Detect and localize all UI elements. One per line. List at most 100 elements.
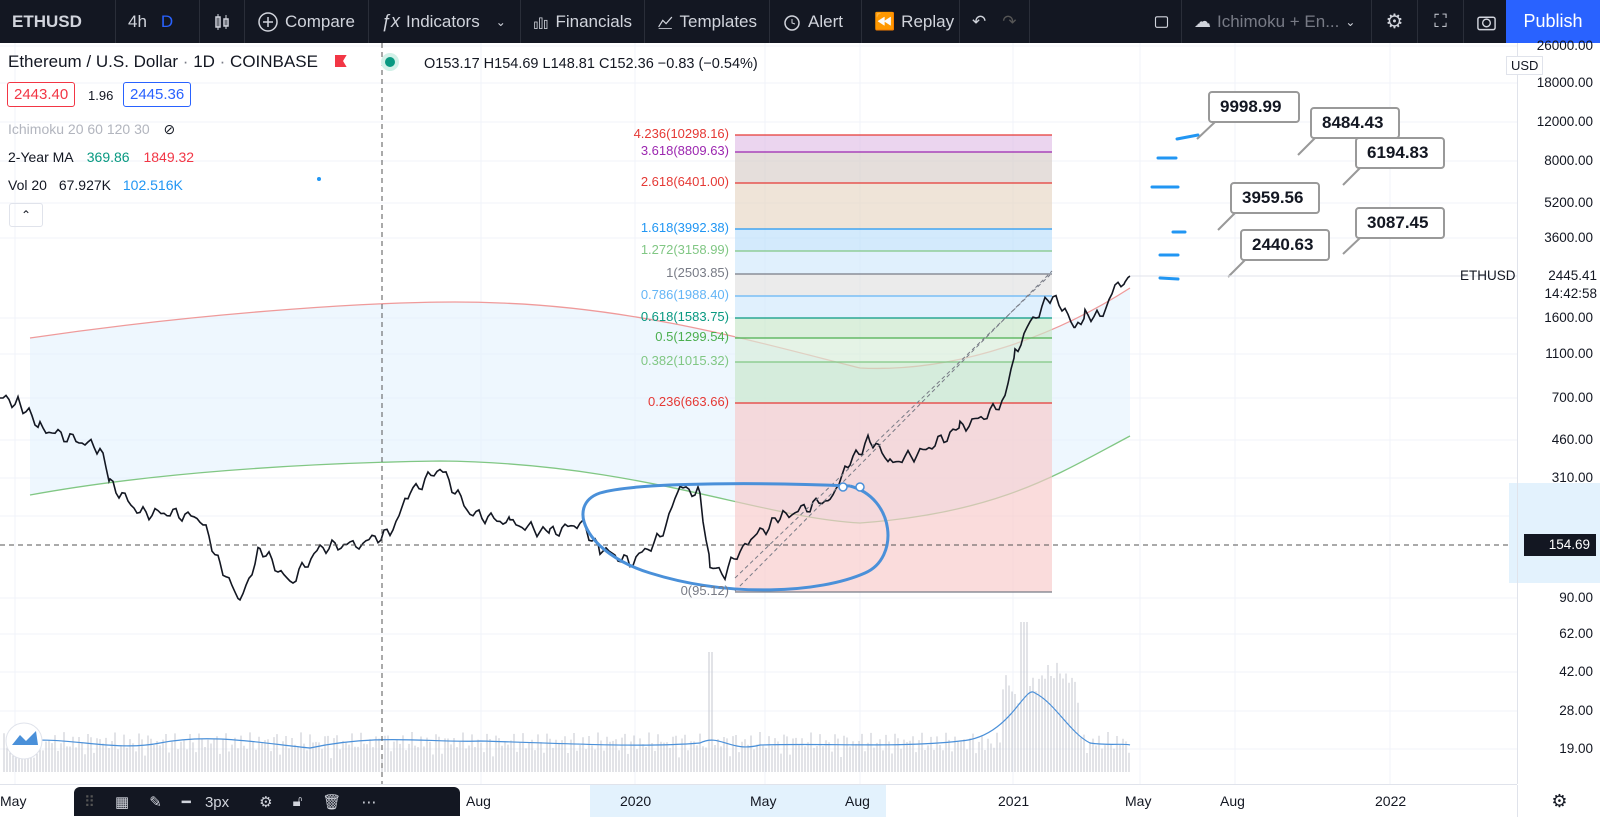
symbol-search[interactable]: ETHUSD [0, 0, 116, 43]
crosshair-price-label: 154.69 [1524, 534, 1596, 556]
redo-icon[interactable]: ↷ [1002, 11, 1017, 31]
chart-pane[interactable]: 9998.99 8484.43 6194.83 3959.56 3087.45 … [0, 43, 1517, 784]
price-tick-label: 28.00 [1559, 703, 1593, 718]
price-tick-label: 18000.00 [1536, 75, 1593, 90]
undo-icon[interactable]: ↶ [972, 11, 987, 31]
fib-level-label: 1(2503.85) [666, 265, 729, 280]
price-tick-label: 90.00 [1559, 590, 1593, 605]
callout-9998[interactable]: 9998.99 [1208, 91, 1300, 123]
trash-icon[interactable]: 🗑︎ [322, 793, 342, 811]
template-icon[interactable]: ▦ [115, 793, 130, 811]
gear-icon: ⚙ [1551, 790, 1568, 811]
settings-button[interactable]: ⚙ [1372, 0, 1418, 43]
ichimoku-text: Ichimoku 20 60 120 30 [8, 121, 150, 137]
volume-legend[interactable]: Vol 20 67.927K 102.516K [8, 177, 183, 193]
vol-label: Vol 20 [8, 177, 47, 193]
ichimoku-label[interactable]: Ichimoku 20 60 120 30 ⊘ [8, 121, 175, 138]
cloud-icon: ☁ [1194, 11, 1211, 31]
price-axis[interactable]: 26000.00 18000.00 12000.00 8000.00 5200.00 36… [1460, 38, 1600, 784]
fib-level-label: 0.5(1299.54) [655, 329, 729, 344]
callout-3087[interactable]: 3087.45 [1355, 207, 1445, 239]
line-width-button[interactable]: ━ 3px [181, 793, 230, 811]
lock-icon[interactable]: 🔓︎ [292, 793, 303, 810]
chevron-down-icon[interactable]: ⌄ [1345, 14, 1356, 29]
collapse-legend-button[interactable]: ⌃ [9, 203, 43, 227]
line-width-label: 3px [204, 793, 230, 811]
templates-button[interactable]: Templates [645, 0, 770, 43]
more-icon[interactable]: ⋯ [361, 793, 377, 811]
flag-icon[interactable] [334, 55, 347, 67]
gear-icon: ⚙ [1385, 11, 1404, 33]
compare-button[interactable]: Compare [245, 0, 369, 43]
ask-price[interactable]: 2445.36 [123, 82, 192, 107]
axis-settings-button[interactable]: ⚙ [1517, 785, 1600, 817]
fib-zone [735, 152, 1052, 183]
drawing-toolbar: ⠿ ▦ ✎ ━ 3px ⚙ 🔓︎ 🗑︎ ⋯ [74, 787, 460, 816]
callout-8484[interactable]: 8484.43 [1310, 107, 1400, 139]
ma-value-1: 369.86 [86, 149, 130, 165]
ellipse-handle[interactable] [855, 482, 865, 492]
undo-redo-group: ↶ ↷ [960, 0, 1030, 43]
alarm-clock-icon [784, 14, 800, 31]
layout-name-label: Ichimoku + En... [1217, 11, 1340, 31]
fullscreen-button[interactable]: ⛶ [1418, 0, 1464, 43]
fib-zone [735, 251, 1052, 274]
alert-button[interactable]: Alert [770, 0, 862, 43]
fib-diagonal [734, 270, 1053, 592]
symbol-title-row[interactable]: Ethereum / U.S. Dollar · 1D · COINBASE [8, 52, 396, 72]
chart-style-button[interactable] [200, 0, 245, 43]
fib-zone [735, 229, 1052, 251]
fib-extension[interactable] [735, 134, 1052, 593]
ellipse-drawing[interactable] [581, 482, 890, 592]
price-tick-label: 42.00 [1559, 664, 1593, 679]
drag-handle-icon[interactable]: ⠿ [84, 793, 95, 811]
price-tick-label: 62.00 [1559, 626, 1593, 641]
publish-button[interactable]: Publish [1506, 0, 1600, 43]
eye-hidden-icon[interactable]: ⊘ [163, 121, 176, 137]
interval-selector[interactable]: 4h D [116, 0, 200, 43]
fib-zone [735, 274, 1052, 296]
time-tick-label: 2020 [620, 793, 652, 809]
ellipse-handle[interactable] [838, 482, 848, 492]
symbol-exchange: COINBASE [230, 52, 318, 71]
pencil-icon[interactable]: ✎ [149, 793, 162, 811]
fullscreen-icon: ⛶ [1434, 11, 1447, 31]
currency-label[interactable]: USD [1506, 56, 1544, 75]
time-tick-label: 2021 [998, 793, 1030, 809]
time-tick-label: Aug [1220, 793, 1245, 809]
fib-level-label: 0.236(663.66) [648, 394, 729, 409]
volume-ma-line [9, 691, 1131, 749]
price-tick-label: 19.00 [1559, 741, 1593, 756]
symbol-timeframe: 1D [193, 52, 215, 71]
compare-label: Compare [285, 11, 355, 31]
ma-legend[interactable]: 2-Year MA 369.86 1849.32 [8, 149, 194, 165]
chart-canvas[interactable] [0, 43, 1517, 784]
volume-bars [3, 622, 1130, 772]
fib-zone [735, 135, 1052, 152]
snapshot-button[interactable] [1464, 0, 1510, 43]
trend-line-dashed [734, 274, 1051, 579]
callout-6194[interactable]: 6194.83 [1355, 137, 1445, 169]
vol-value-2: 102.516K [122, 177, 183, 193]
interval-4h[interactable]: 4h [128, 11, 147, 31]
gear-icon[interactable]: ⚙ [259, 793, 273, 811]
replay-button[interactable]: ⏪ Replay [862, 0, 960, 43]
financials-label: Financials [555, 11, 632, 31]
time-tick-label: Aug [845, 793, 870, 809]
interval-d[interactable]: D [160, 11, 174, 31]
financials-button[interactable]: Financials [521, 0, 645, 43]
toolbar-spacer [1030, 0, 1142, 43]
chevron-down-icon[interactable]: ⌄ [495, 14, 506, 29]
time-tick-label: May [0, 793, 27, 809]
callout-2440[interactable]: 2440.63 [1240, 229, 1330, 261]
target-dashes [1150, 133, 1200, 281]
time-tick-label: May [1125, 793, 1152, 809]
callout-3959[interactable]: 3959.56 [1230, 182, 1320, 214]
callout-pointers [1196, 121, 1361, 278]
layout-button[interactable] [1142, 0, 1182, 43]
indicators-button[interactable]: ƒx Indicators ⌄ [369, 0, 521, 43]
symbol-label: ETHUSD [12, 11, 82, 31]
bid-price[interactable]: 2443.40 [7, 82, 76, 107]
layout-name-button[interactable]: ☁ Ichimoku + En... ⌄ [1182, 0, 1372, 43]
price-tick-label: 8000.00 [1544, 153, 1593, 168]
